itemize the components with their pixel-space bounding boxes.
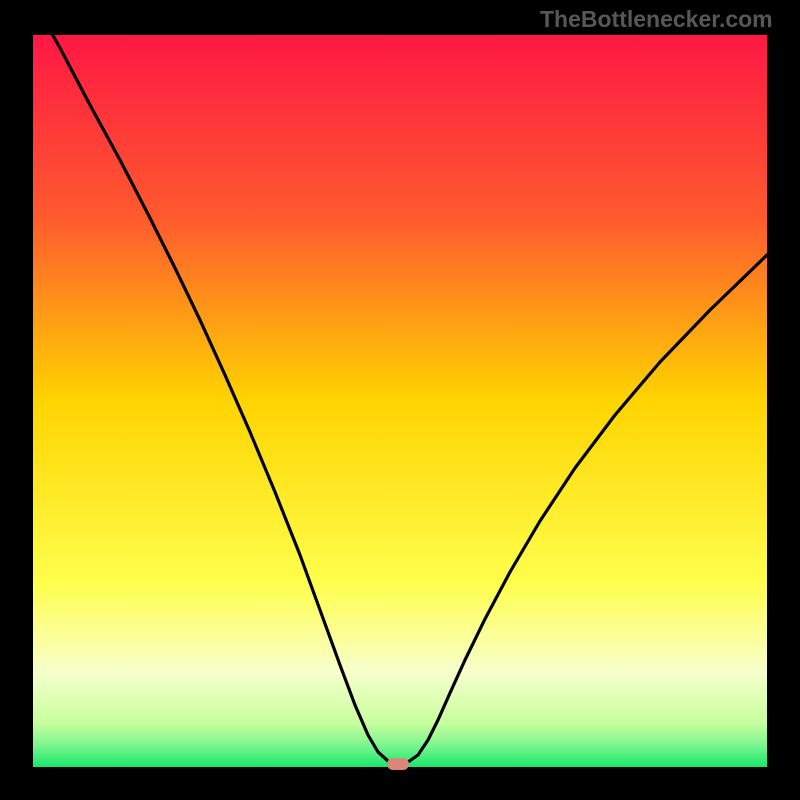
chart-root: TheBottlenecker.com	[0, 0, 800, 800]
plot-area	[33, 35, 767, 767]
minimum-marker	[387, 758, 409, 770]
watermark-label: TheBottlenecker.com	[540, 6, 773, 33]
bottleneck-curve	[0, 0, 800, 800]
